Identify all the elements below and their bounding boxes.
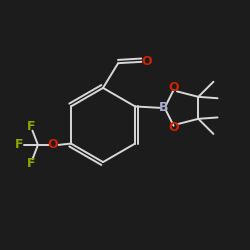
Text: F: F [27,157,35,170]
Text: F: F [14,138,23,151]
Text: B: B [159,101,169,114]
Text: F: F [27,120,35,133]
Text: O: O [169,81,179,94]
Text: O: O [169,122,179,134]
Text: O: O [47,138,58,151]
Text: O: O [141,55,152,68]
